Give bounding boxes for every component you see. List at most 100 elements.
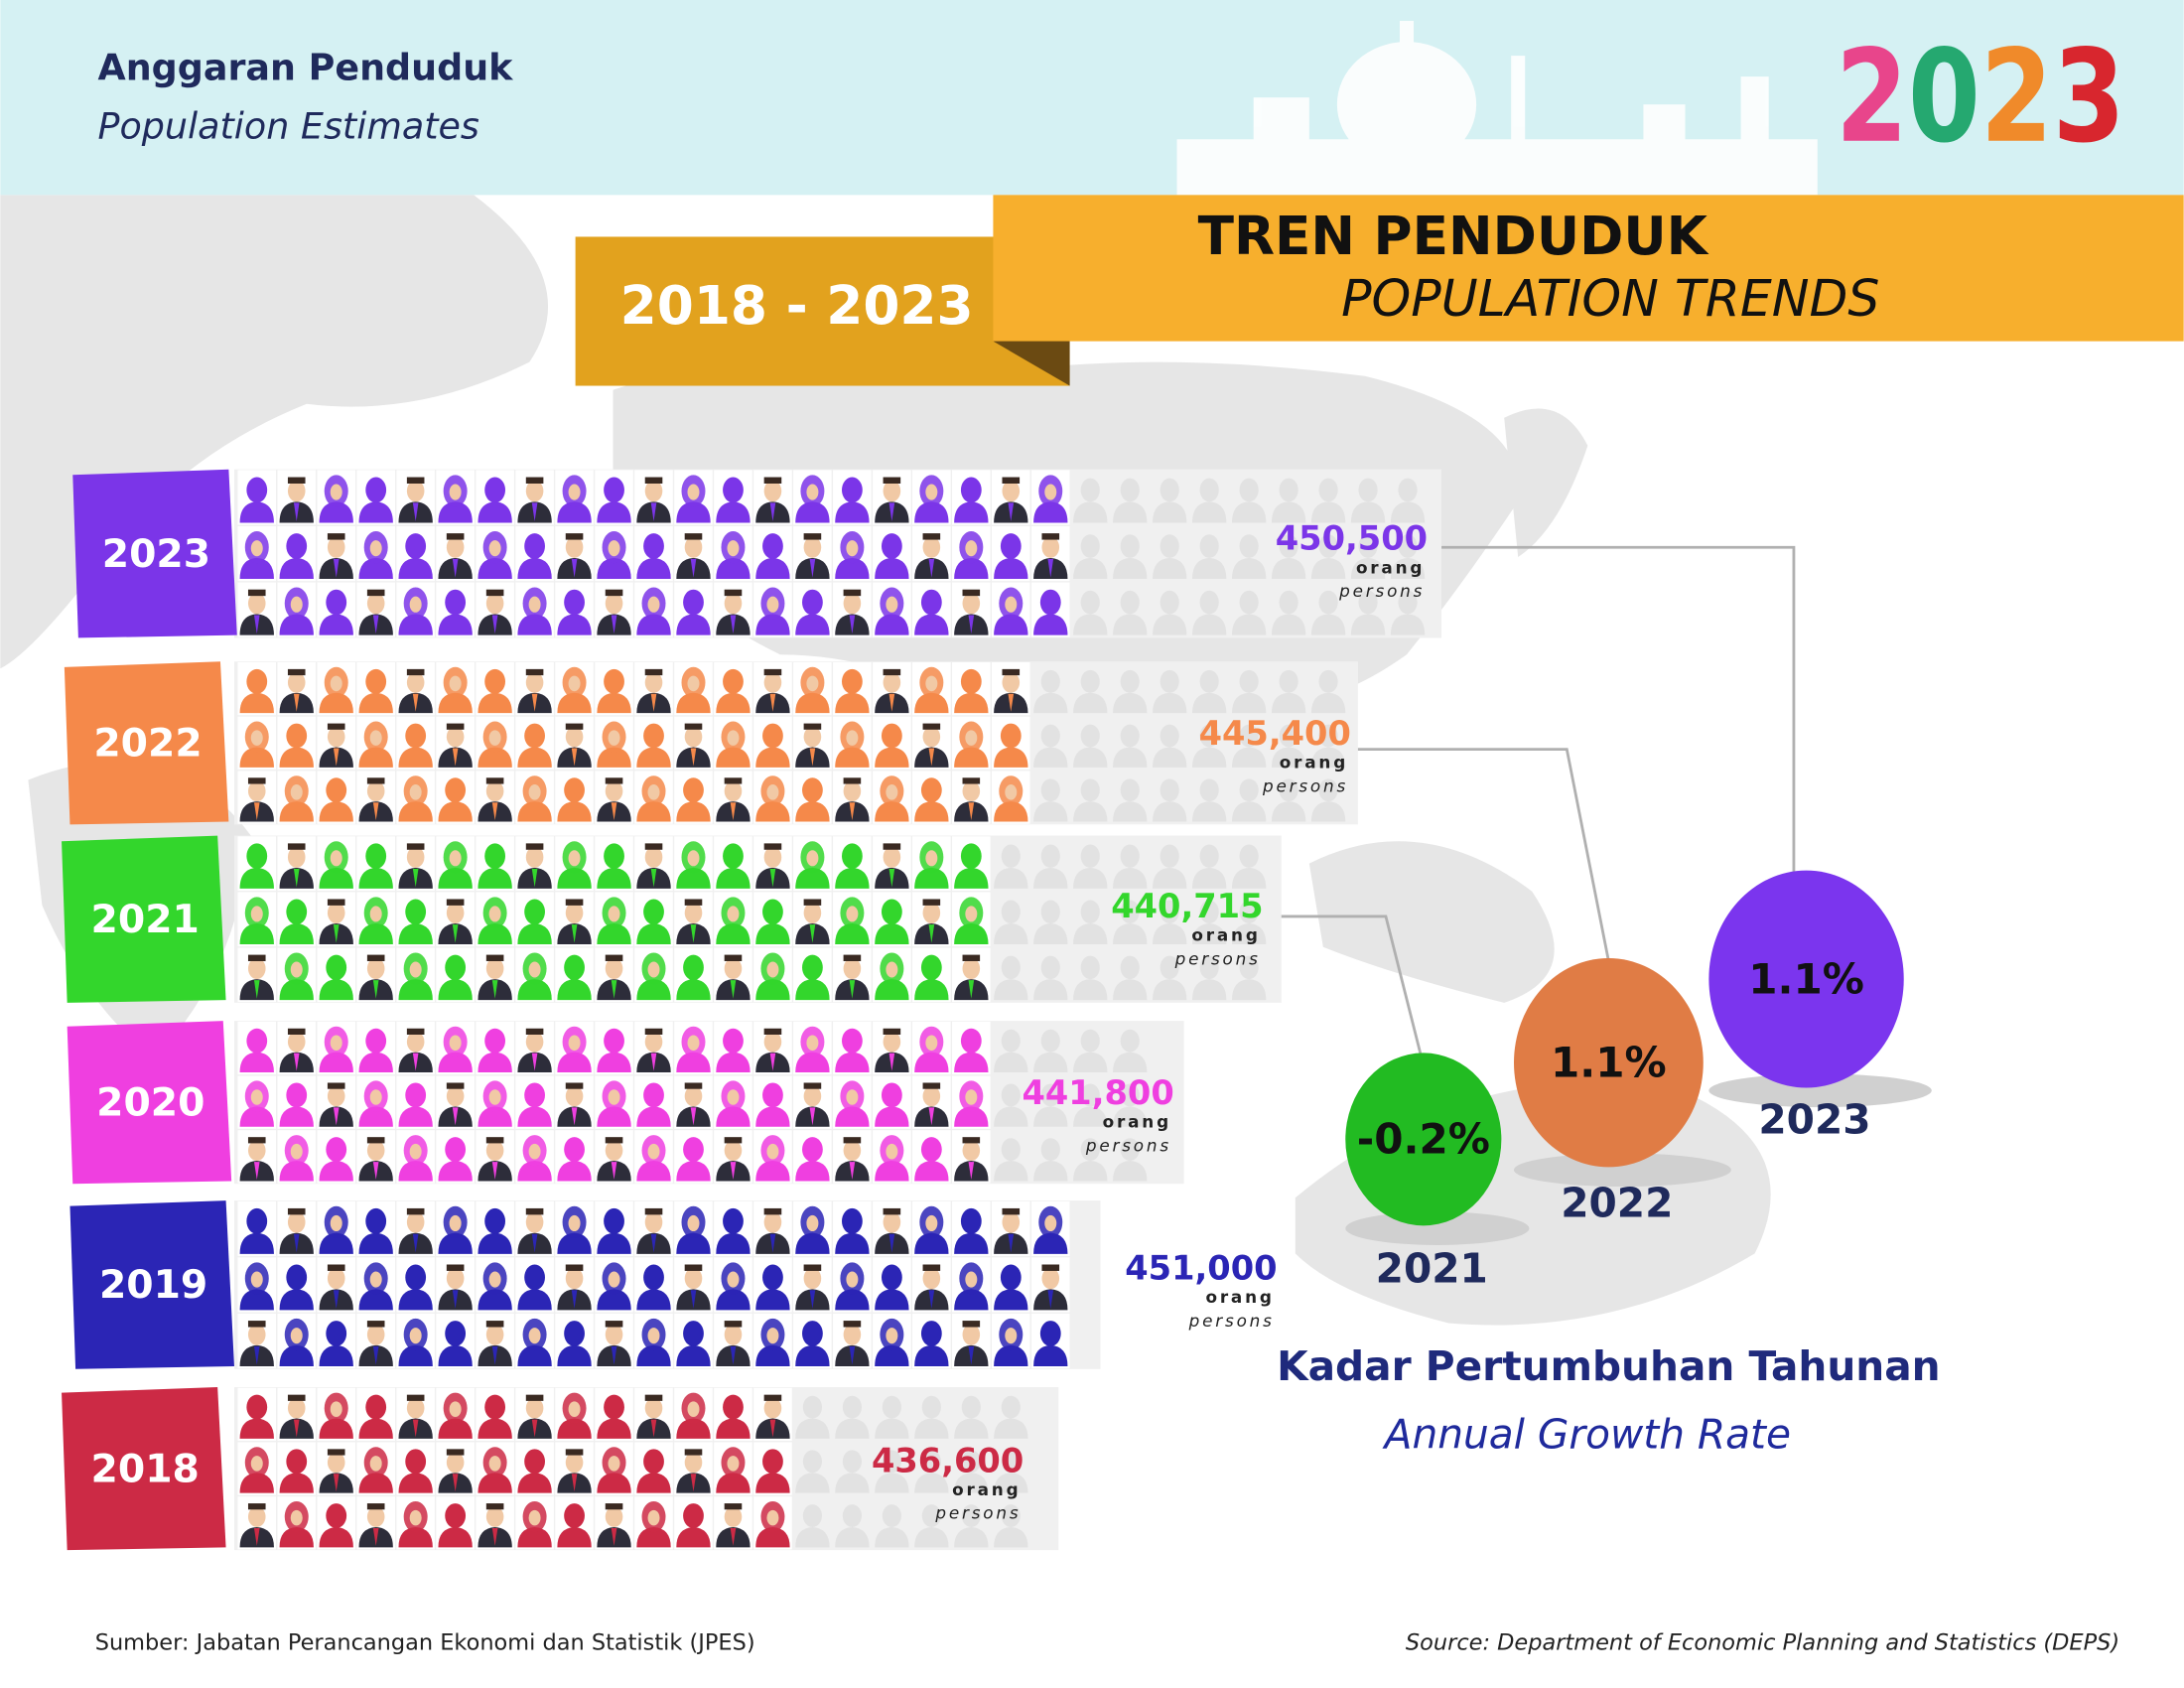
growth-bubble — [1345, 1053, 1502, 1226]
icon-face — [965, 540, 978, 557]
icon-head — [1239, 955, 1259, 980]
icon-face — [766, 961, 779, 978]
icon-tie — [849, 802, 856, 821]
icon-body — [398, 614, 433, 635]
icon-head — [683, 1321, 704, 1346]
icon-body — [1350, 557, 1386, 580]
icon-face — [250, 1456, 263, 1472]
icon-tie — [253, 615, 260, 634]
icon-body — [954, 1526, 989, 1548]
icon-head — [762, 1082, 783, 1108]
icon-body — [835, 1289, 870, 1311]
icon-body — [994, 614, 1028, 635]
icon-tie — [531, 1233, 538, 1253]
icon-body — [517, 614, 552, 635]
icon-body — [1033, 1232, 1068, 1254]
icon-body — [716, 923, 751, 944]
icon-body — [517, 1473, 552, 1493]
icon-cap — [446, 1082, 465, 1089]
icon-head — [524, 1264, 545, 1291]
icon-tie — [333, 1290, 340, 1310]
icon-cap — [922, 1082, 941, 1089]
icon-head — [1000, 723, 1022, 749]
banner-fold — [993, 341, 1070, 386]
bubble-shadow — [1708, 1073, 1932, 1108]
icon-head — [326, 589, 347, 616]
icon-body — [755, 614, 790, 635]
icon-head — [1239, 478, 1259, 502]
icon-head — [604, 1028, 624, 1054]
icon-head — [763, 1397, 782, 1419]
icon-head — [1239, 669, 1259, 693]
icon-head — [604, 668, 624, 694]
icon-face — [528, 1328, 541, 1344]
icon-head — [405, 1264, 427, 1291]
icon-body — [597, 1232, 631, 1254]
icon-head — [881, 1264, 902, 1291]
icon-cap — [962, 954, 981, 961]
icon-body — [557, 867, 592, 889]
icon-head — [921, 1504, 941, 1527]
icon-head — [1001, 1450, 1021, 1474]
growth-bubble — [1708, 870, 1904, 1088]
icon-head — [286, 723, 308, 749]
icon-body — [994, 801, 1028, 822]
icon-face — [290, 784, 303, 800]
icon-head — [1358, 478, 1378, 502]
icon-cap — [485, 589, 504, 597]
icon-cap — [247, 1137, 266, 1144]
year-label: 2018 — [91, 1447, 200, 1491]
icon-head — [524, 723, 545, 749]
icon-head — [1279, 778, 1298, 802]
icon-body — [1350, 501, 1386, 523]
icon-head — [287, 671, 306, 693]
icon-body — [914, 1161, 949, 1182]
icon-face — [647, 1509, 660, 1526]
icon-head — [1039, 1321, 1061, 1346]
icon-head — [1080, 900, 1100, 924]
icon-tie — [730, 980, 737, 999]
icon-cap — [287, 668, 306, 676]
icon-head — [485, 1506, 504, 1527]
icon-tie — [333, 558, 340, 578]
icon-body — [517, 1344, 552, 1366]
icon-body — [478, 1289, 512, 1311]
icon-face — [290, 1328, 303, 1344]
icon-face — [806, 850, 819, 867]
icon-body — [478, 747, 512, 768]
icon-head — [802, 1321, 823, 1346]
icon-cap — [406, 1207, 425, 1215]
icon-body — [279, 1526, 314, 1548]
icon-body — [835, 1232, 870, 1254]
icon-body — [676, 1418, 711, 1439]
icon-cap — [962, 1321, 981, 1328]
icon-head — [247, 1140, 266, 1162]
icon-body — [795, 692, 830, 714]
icon-head — [246, 668, 268, 694]
unit-ms: orang — [1205, 1287, 1274, 1307]
icon-tie — [849, 980, 856, 999]
icon-face — [965, 730, 978, 746]
icon-face — [806, 484, 819, 500]
icon-tie — [611, 802, 617, 821]
icon-cap — [327, 1264, 345, 1271]
icon-face — [647, 1143, 660, 1160]
icon-body — [1153, 614, 1187, 635]
icon-head — [406, 1397, 425, 1419]
unit-en: persons — [1174, 948, 1261, 968]
icon-face — [250, 730, 263, 746]
icon-body — [239, 1106, 274, 1127]
icon-head — [405, 723, 427, 749]
icon-head — [366, 1324, 385, 1345]
icon-cap — [883, 1207, 901, 1215]
icon-head — [1120, 1083, 1140, 1107]
icon-head — [565, 1085, 584, 1107]
icon-body — [1033, 692, 1068, 714]
icon-tie — [611, 1345, 617, 1365]
icon-tie — [412, 502, 419, 522]
icon-face — [766, 784, 779, 800]
icon-cap — [287, 477, 306, 484]
icon-tie — [650, 1233, 657, 1253]
